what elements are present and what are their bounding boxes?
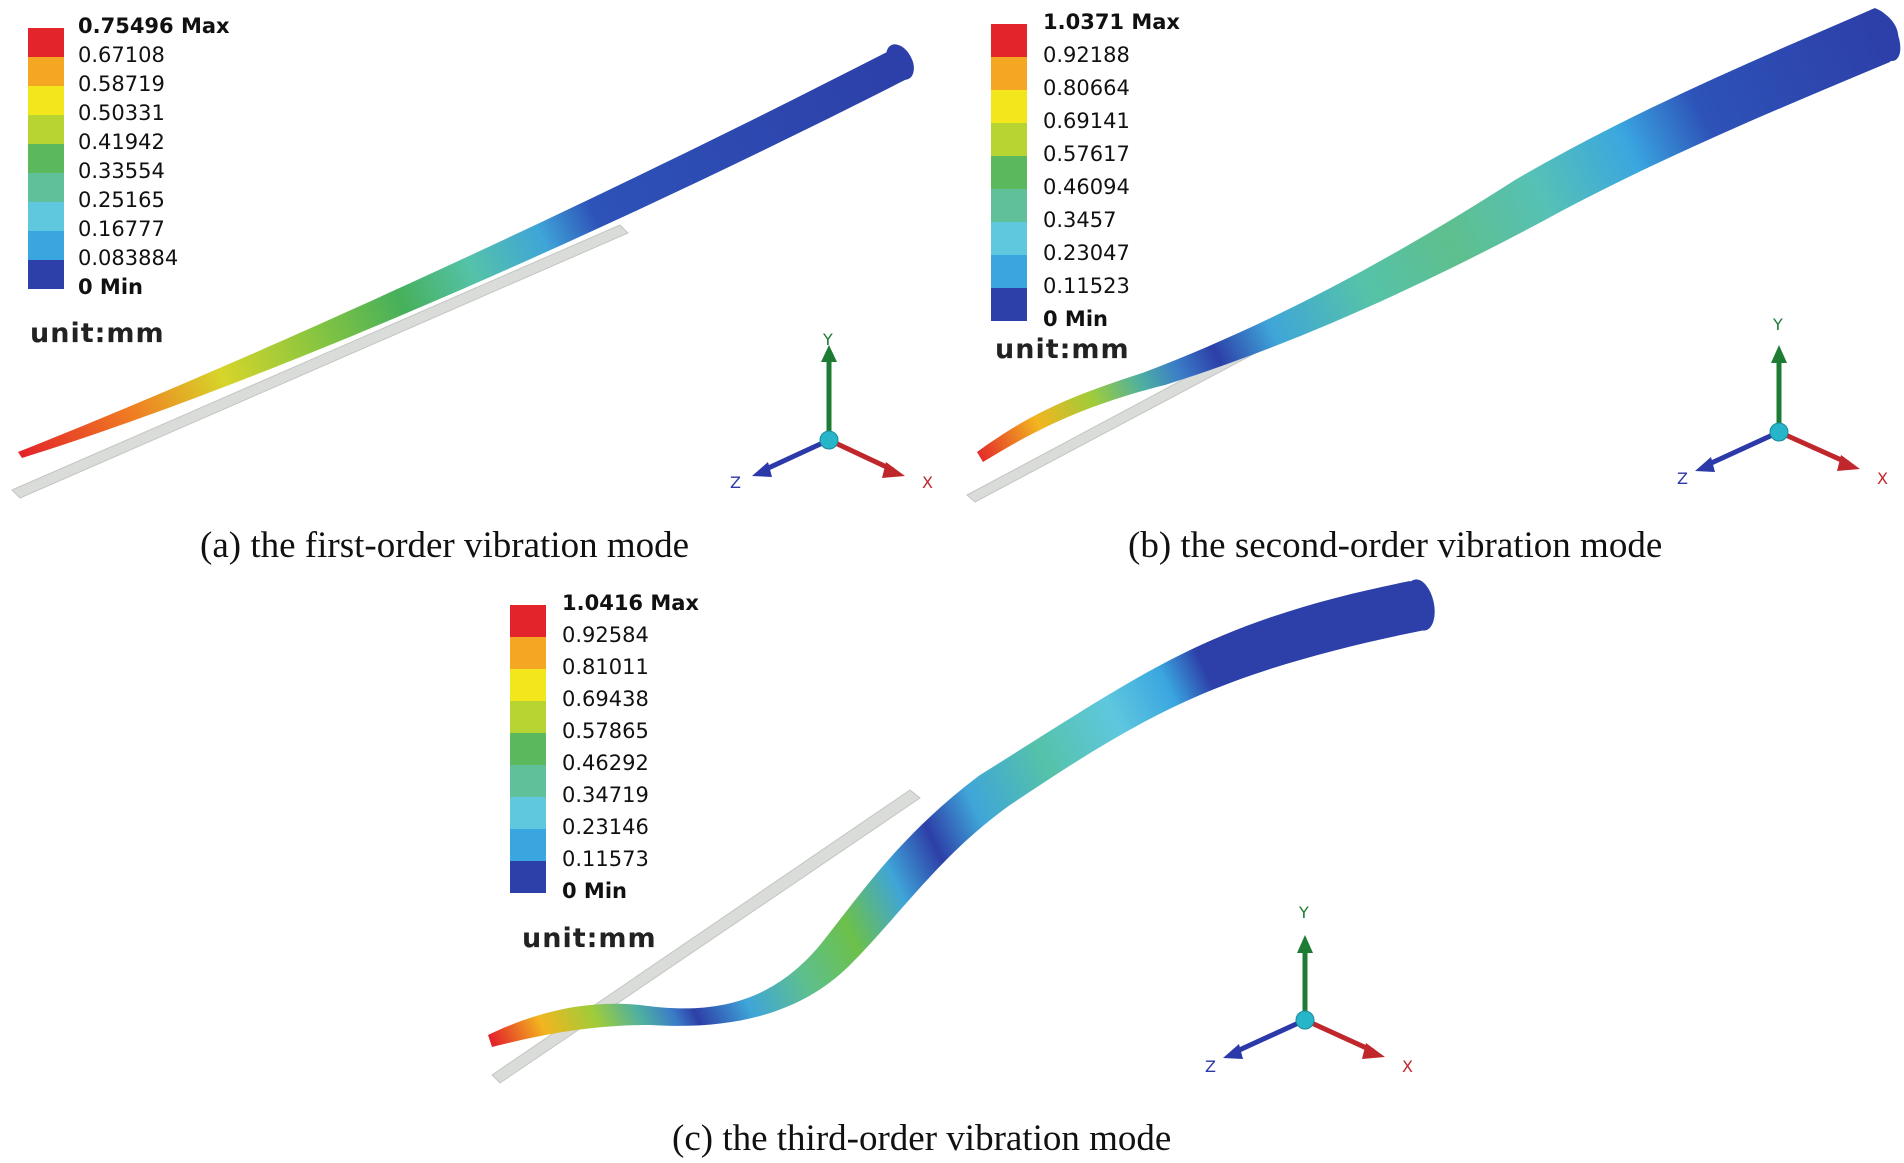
- legend-swatch: [510, 733, 546, 765]
- unit-label: unit:mm: [522, 923, 657, 954]
- y-axis-label: Y: [1772, 315, 1783, 334]
- legend-label: 0 Min: [562, 879, 627, 903]
- z-axis-label: Z: [730, 473, 741, 492]
- color-legend: 1.0371 Max 0.92188 0.80664 0.69141 0.576…: [991, 12, 1231, 330]
- legend-swatch: [991, 24, 1027, 57]
- legend-swatch: [991, 288, 1027, 321]
- legend-label: 1.0416 Max: [562, 591, 699, 615]
- legend-swatch: [510, 861, 546, 893]
- legend-label: 0.11573: [562, 847, 649, 871]
- legend-swatch: [510, 605, 546, 637]
- legend-swatch: [991, 123, 1027, 156]
- legend-swatch: [28, 202, 64, 231]
- legend-swatch: [991, 90, 1027, 123]
- x-axis-label: X: [922, 473, 933, 492]
- legend-label: 0 Min: [78, 275, 143, 299]
- legend-label: 0.34719: [562, 783, 649, 807]
- panel-first-order: Y X Z 0.75496 Max 0.67108 0.58719 0.5033…: [0, 0, 950, 520]
- legend-swatch: [510, 637, 546, 669]
- coordinate-triad-icon: Y X Z: [730, 330, 933, 492]
- z-axis-label: Z: [1677, 469, 1688, 488]
- legend-label: 0.75496 Max: [78, 14, 230, 38]
- legend-label: 0.16777: [78, 217, 165, 241]
- legend-label: 0.92584: [562, 623, 649, 647]
- legend-swatch: [991, 222, 1027, 255]
- legend-swatch: [991, 156, 1027, 189]
- legend-swatch: [28, 57, 64, 86]
- legend-swatch: [510, 765, 546, 797]
- legend-label: 0.67108: [78, 43, 165, 67]
- color-legend: 0.75496 Max 0.67108 0.58719 0.50331 0.41…: [28, 16, 268, 299]
- legend-label: 0.50331: [78, 101, 165, 125]
- legend-label: 0.23146: [562, 815, 649, 839]
- legend-label: 0.46292: [562, 751, 649, 775]
- legend-label: 0.23047: [1043, 241, 1130, 265]
- blade-first-order: Y X Z: [11, 44, 933, 499]
- legend-label: 0.25165: [78, 188, 165, 212]
- caption-third-order: (c) the third-order vibration mode: [672, 1118, 1172, 1159]
- x-axis-label: X: [1402, 1057, 1413, 1076]
- legend-label: 0.57617: [1043, 142, 1130, 166]
- legend-label: 0.3457: [1043, 208, 1117, 232]
- blade-second-order: Y X Z: [966, 8, 1901, 503]
- legend-label: 0.80664: [1043, 76, 1130, 100]
- coordinate-triad-icon: Y X Z: [1205, 903, 1413, 1076]
- legend-label: 1.0371 Max: [1043, 10, 1180, 34]
- caption-second-order: (b) the second-order vibration mode: [1128, 525, 1663, 566]
- legend-swatch: [28, 144, 64, 173]
- x-axis-label: X: [1877, 469, 1888, 488]
- legend-swatch: [991, 255, 1027, 288]
- legend-swatch: [510, 701, 546, 733]
- legend-label: 0.46094: [1043, 175, 1130, 199]
- y-axis-label: Y: [822, 330, 833, 349]
- legend-label: 0 Min: [1043, 307, 1108, 331]
- legend-label: 0.41942: [78, 130, 165, 154]
- legend-swatch: [28, 173, 64, 202]
- legend-label: 0.92188: [1043, 43, 1130, 67]
- legend-swatch: [991, 57, 1027, 90]
- legend-label: 0.33554: [78, 159, 165, 183]
- caption-first-order: (a) the first-order vibration mode: [200, 525, 690, 566]
- legend-swatch: [28, 260, 64, 289]
- legend-swatch: [28, 28, 64, 57]
- panel-second-order: Y X Z 1.0371 Max 0.92188 0.80664 0.69141…: [955, 0, 1904, 520]
- unit-label: unit:mm: [30, 318, 165, 349]
- unit-label: unit:mm: [995, 334, 1130, 365]
- legend-swatch: [510, 829, 546, 861]
- legend-label: 0.69438: [562, 687, 649, 711]
- y-axis-label: Y: [1298, 903, 1309, 922]
- legend-swatch: [991, 189, 1027, 222]
- z-axis-label: Z: [1205, 1057, 1216, 1076]
- legend-swatch: [28, 86, 64, 115]
- legend-swatch: [510, 669, 546, 701]
- blade-third-order: Y X Z: [488, 579, 1435, 1084]
- legend-label: 0.083884: [78, 246, 179, 270]
- legend-label: 0.57865: [562, 719, 649, 743]
- panel-third-order: Y X Z 1.0416 Max 0.92584 0.81011 0.69438…: [480, 579, 1480, 1100]
- legend-label: 0.11523: [1043, 274, 1130, 298]
- legend-swatch: [28, 231, 64, 260]
- legend-swatch: [510, 797, 546, 829]
- legend-swatch: [28, 115, 64, 144]
- color-legend: 1.0416 Max 0.92584 0.81011 0.69438 0.578…: [510, 593, 750, 905]
- legend-label: 0.69141: [1043, 109, 1130, 133]
- legend-label: 0.58719: [78, 72, 165, 96]
- legend-label: 0.81011: [562, 655, 649, 679]
- coordinate-triad-icon: Y X Z: [1677, 315, 1888, 488]
